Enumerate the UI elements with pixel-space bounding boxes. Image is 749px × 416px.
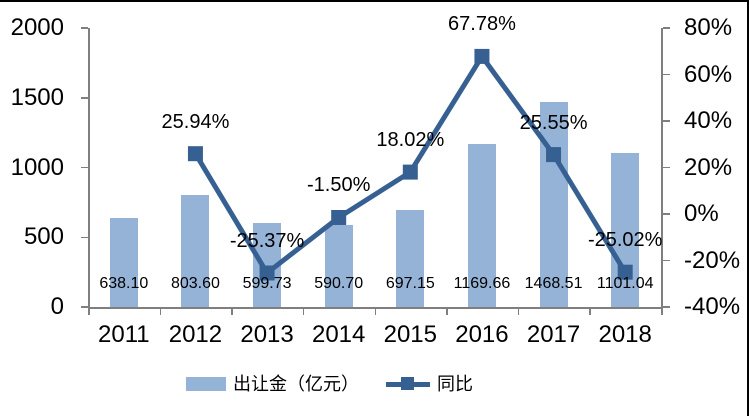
line-marker-2015 xyxy=(402,164,418,180)
bar-value-label: 638.10 xyxy=(99,275,149,292)
legend-bar-label: 出让金（亿元） xyxy=(233,374,359,394)
legend-line-label: 同比 xyxy=(437,374,473,394)
bar-value-label: 697.15 xyxy=(385,275,435,292)
right-axis-tick-label: 60% xyxy=(684,60,733,88)
x-axis-category-label: 2016 xyxy=(455,321,509,348)
line-value-label: 18.02% xyxy=(376,129,445,152)
legend-bar-swatch-icon xyxy=(186,377,226,391)
bar-value-label: 599.73 xyxy=(242,275,292,292)
x-axis-category-label: 2017 xyxy=(526,321,581,348)
x-axis-tick xyxy=(374,307,376,315)
line-value-label: -1.50% xyxy=(307,174,371,197)
x-axis-category-label: 2013 xyxy=(240,321,294,348)
right-axis-tick xyxy=(662,213,670,215)
left-axis-tick xyxy=(81,27,88,29)
line-marker-2014 xyxy=(331,209,347,225)
left-axis-tick-label: 1000 xyxy=(10,153,64,181)
left-axis-line xyxy=(88,28,90,307)
line-marker-2012 xyxy=(187,146,203,162)
x-axis-tick xyxy=(589,307,591,315)
legend-item-line-series: 同比 xyxy=(386,373,473,395)
x-axis-tick xyxy=(231,307,233,315)
x-axis-tick xyxy=(302,307,305,315)
legend-line-square xyxy=(401,377,414,390)
x-axis-tick xyxy=(159,307,162,315)
line-marker-2016 xyxy=(474,48,490,64)
x-axis-tick xyxy=(88,307,90,315)
x-axis-category-label: 2014 xyxy=(311,321,366,348)
bar-value-label: 1169.66 xyxy=(453,275,511,292)
left-axis-tick-label: 500 xyxy=(23,223,64,251)
right-axis-tick-label: 0% xyxy=(684,200,719,227)
bar-value-label: 590.70 xyxy=(314,275,364,292)
x-axis-category-label: 2015 xyxy=(383,321,437,348)
x-axis-category-label: 2011 xyxy=(98,321,150,348)
right-axis-tick xyxy=(662,27,670,29)
right-axis-tick-label: -20% xyxy=(684,246,741,274)
bar-value-label: 803.60 xyxy=(170,275,220,292)
legend-line-marker-icon xyxy=(386,377,430,391)
left-axis-tick xyxy=(81,97,88,99)
right-axis-line xyxy=(661,28,663,307)
x-axis-category-label: 2012 xyxy=(168,321,223,348)
line-value-label: -25.02% xyxy=(587,229,663,252)
line-value-label: 67.78% xyxy=(448,13,516,36)
line-value-label: 25.55% xyxy=(519,111,588,134)
x-axis-tick xyxy=(517,307,520,315)
left-axis-tick xyxy=(81,306,88,308)
right-axis-tick xyxy=(662,73,670,76)
left-axis-tick-label: 2000 xyxy=(10,14,64,41)
left-axis-tick xyxy=(81,166,88,169)
left-axis-tick-label: 1500 xyxy=(10,83,64,111)
right-axis-tick xyxy=(662,120,670,122)
bar-value-label: 1101.04 xyxy=(596,275,654,292)
bar-2011 xyxy=(109,217,138,307)
right-axis-tick xyxy=(662,166,670,169)
right-axis-tick-label: 20% xyxy=(684,153,733,181)
right-axis-tick xyxy=(662,306,670,308)
line-value-label: -25.37% xyxy=(229,229,305,252)
x-axis-tick xyxy=(661,307,663,315)
right-axis-tick xyxy=(662,259,670,262)
legend-item-bar-series: 出让金（亿元） xyxy=(186,373,359,395)
right-axis-tick-label: -40% xyxy=(684,293,741,320)
bar-value-label: 1468.51 xyxy=(524,275,583,292)
legend: 出让金（亿元） 同比 xyxy=(0,369,659,399)
x-axis-category-label: 2018 xyxy=(598,321,652,348)
x-axis-tick xyxy=(446,307,448,315)
right-axis-tick-label: 80% xyxy=(684,14,733,41)
line-value-label: 25.94% xyxy=(161,110,230,133)
left-axis-tick-label: 0 xyxy=(50,293,64,320)
left-axis-tick xyxy=(81,236,88,238)
right-axis-tick-label: 40% xyxy=(684,107,733,134)
